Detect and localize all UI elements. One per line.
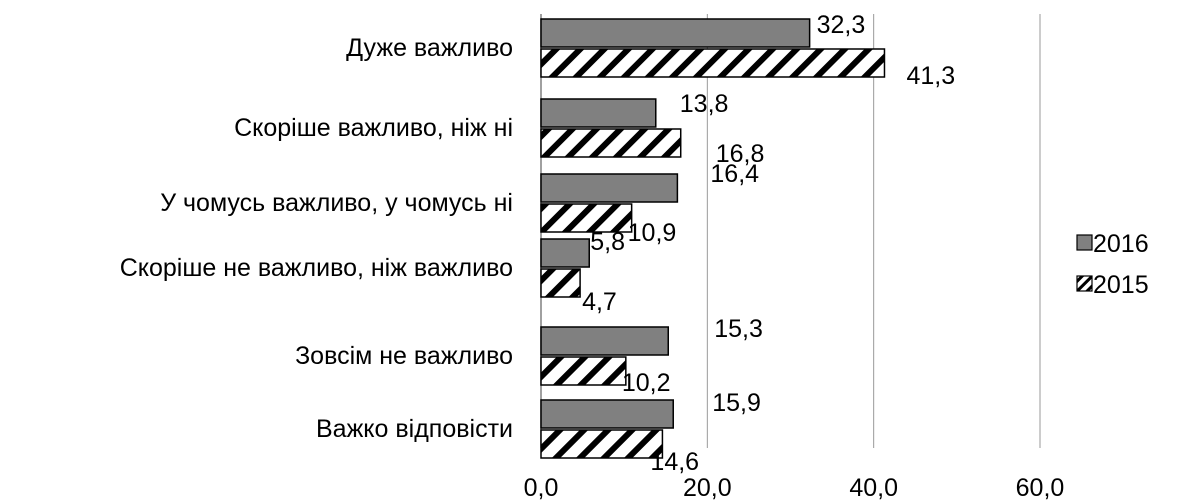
- data-labels: 32,3 41,3 13,8 16,816,4 10,95,8 4,7 15,3 10,2 15…: [582, 11, 955, 476]
- legend-swatch-2015: [1076, 275, 1093, 292]
- category-label: Дуже важливо: [346, 34, 513, 62]
- x-tick-label: 60,0: [1016, 474, 1065, 502]
- legend-label: 2016: [1093, 230, 1149, 258]
- bars: [540, 18, 886, 459]
- legend-swatch-2016: [1076, 234, 1093, 251]
- data-label: 4,7: [582, 288, 617, 316]
- data-label: 32,3: [817, 11, 866, 39]
- data-label: 5,8: [590, 228, 625, 256]
- category-label: Скоріше важливо, ніж ні: [234, 114, 513, 142]
- category-label: Важко відповісти: [316, 415, 513, 443]
- legend: 2016 2015: [1076, 230, 1149, 299]
- bar-2015: [540, 48, 886, 78]
- data-label: 16,8: [716, 140, 765, 168]
- x-tick-label: 0,0: [524, 474, 559, 502]
- data-label: 15,3: [714, 315, 763, 343]
- bar-2016: [540, 98, 657, 128]
- bar-2015: [540, 268, 581, 298]
- category-label: У чомусь важливо, у чомусь ні: [160, 189, 513, 217]
- data-label: 15,9: [712, 389, 761, 417]
- x-tick-labels: 0,0 20,0 40,0 60,0: [524, 474, 1065, 502]
- bar-2015: [540, 429, 664, 459]
- data-label: 16,4: [710, 160, 759, 188]
- bar-2016: [540, 173, 679, 203]
- data-label: 10,9: [628, 219, 677, 247]
- data-label: 41,3: [906, 62, 955, 90]
- category-labels: Дуже важливо Скоріше важливо, ніж ні У чом…: [120, 34, 513, 443]
- data-label: 14,6: [650, 448, 699, 476]
- bar-2016: [540, 238, 590, 268]
- data-label: 10,2: [622, 369, 671, 397]
- bar-2016: [540, 326, 669, 356]
- bar-2016: [540, 399, 674, 429]
- data-label: 13,8: [680, 90, 729, 118]
- x-tick-label: 40,0: [849, 474, 898, 502]
- bar-2016: [540, 18, 811, 48]
- bar-2015: [540, 128, 682, 158]
- bar-2015: [540, 356, 627, 386]
- category-label: Скоріше не важливо, ніж важливо: [120, 254, 513, 282]
- legend-label: 2015: [1093, 271, 1149, 299]
- x-tick-label: 20,0: [683, 474, 732, 502]
- bar-2015: [540, 203, 633, 233]
- category-label: Зовсім не важливо: [295, 342, 513, 370]
